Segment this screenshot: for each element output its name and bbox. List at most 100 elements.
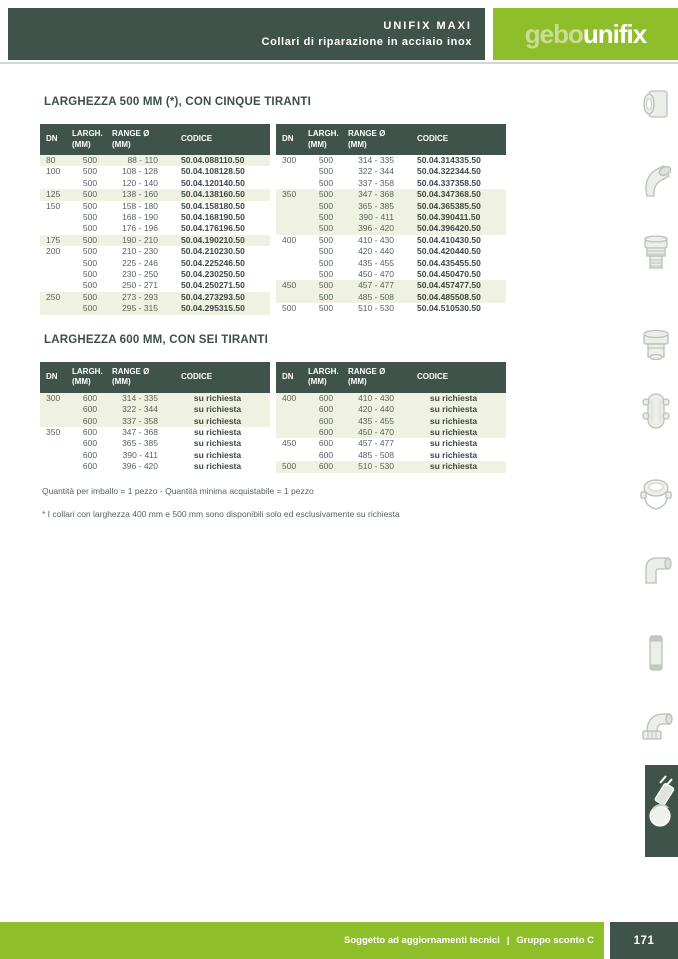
cell-dn [276, 178, 306, 189]
cell-largh: 600 [82, 438, 98, 449]
table-row: 400 600 410 - 430 su richiesta [276, 392, 506, 405]
cell-range: 168 - 190 [122, 212, 158, 223]
cell-dn [276, 404, 306, 415]
cell-dn: 150 [46, 200, 61, 211]
logo-unifix-text: unifix [582, 19, 647, 49]
cell-codice: 50.04.158180.50 [181, 200, 245, 211]
cell-codice: 50.04.450470.50 [417, 269, 481, 280]
cell-largh: 500 [82, 303, 98, 314]
cell-largh: 500 [318, 269, 334, 280]
cell-range: 420 - 440 [358, 404, 394, 415]
column-header: RANGE Ø (MM) [346, 124, 401, 155]
cell-dn [276, 292, 306, 303]
cell-largh: 600 [318, 404, 334, 415]
table-row: 125 500 138 - 160 50.04.138160.50 [40, 189, 270, 201]
section-title: LARGHEZZA 600 MM, CON SEI TIRANTI [44, 333, 269, 346]
elbow-union-icon [639, 705, 675, 747]
cell-largh: 600 [318, 461, 334, 472]
table-row: 500 337 - 358 50.04.337358.50 [276, 178, 506, 189]
table-row: 500 176 - 196 50.04.176196.50 [40, 223, 270, 234]
cell-codice: 50.04.250271.50 [181, 280, 245, 291]
cell-codice: su richiesta [429, 426, 478, 437]
cell-range: 314 - 335 [122, 392, 158, 403]
cell-range: 435 - 455 [358, 257, 394, 268]
cell-range: 88 - 110 [127, 155, 158, 165]
cell-codice: su richiesta [193, 415, 242, 426]
cell-dn: 450 [282, 280, 297, 291]
cell-dn [276, 212, 306, 223]
column-header: DN [40, 124, 70, 155]
product-table: DN LARGH. (MM) RANGE Ø (MM) CODICE 300 500 314… [276, 124, 506, 315]
column-header: RANGE Ø (MM) [346, 361, 401, 393]
cell-codice: 50.04.322344.50 [417, 166, 481, 177]
cell-dn: 125 [46, 189, 61, 200]
column-header: CODICE [401, 361, 506, 393]
table-row: 500 450 - 470 50.04.450470.50 [276, 269, 506, 280]
table-row: 600 337 - 358 su richiesta [40, 415, 270, 427]
cell-dn [40, 223, 70, 234]
cell-codice: su richiesta [429, 415, 478, 426]
cell-codice: 50.04.108128.50 [181, 166, 245, 177]
footer-discount-group: Gruppo sconto C [516, 935, 594, 946]
cell-range: 457 - 477 [358, 280, 394, 291]
table-row: 500 168 - 190 50.04.168190.50 [40, 212, 270, 223]
table-row: 600 485 - 508 su richiesta [276, 450, 506, 461]
cell-dn [40, 280, 70, 291]
table-row: 200 500 210 - 230 50.04.210230.50 [40, 246, 270, 257]
cell-codice: 50.04.230250.50 [181, 269, 245, 280]
product-section: LARGHEZZA 500 MM (*), CON CINQUE TIRANTI… [40, 96, 506, 315]
cell-range: 450 - 470 [358, 426, 394, 437]
cell-codice: 50.04.365385.50 [417, 200, 481, 211]
table-row: 450 500 457 - 477 50.04.457477.50 [276, 280, 506, 292]
table-row: 500 435 - 455 50.04.435455.50 [276, 258, 506, 269]
table-row: 250 500 273 - 293 50.04.273293.50 [40, 291, 270, 304]
cell-largh: 500 [82, 155, 98, 165]
cell-dn [276, 269, 306, 280]
cell-dn [276, 166, 306, 177]
header-product-line: UNIFIX MAXI [383, 20, 472, 32]
cell-largh: 500 [82, 257, 98, 268]
elbow-45-icon [639, 162, 675, 204]
cell-range: 485 - 508 [358, 449, 394, 460]
table-row: 300 600 314 - 335 su richiesta [40, 392, 270, 405]
table-row: 175 500 190 - 210 50.04.190210.50 [40, 234, 270, 247]
cell-largh: 500 [82, 189, 98, 200]
cell-dn: 250 [46, 291, 61, 302]
cell-largh: 500 [82, 223, 98, 234]
table-row: 80 500 88 - 110 50.04.088110.50 [40, 155, 270, 167]
table-row: 500 396 - 420 50.04.396420.50 [276, 223, 506, 235]
cell-range: 396 - 420 [358, 223, 394, 234]
cell-codice: 50.04.120140.50 [181, 177, 245, 188]
column-header: DN [276, 361, 306, 393]
cell-dn: 100 [46, 166, 61, 177]
cell-dn: 350 [46, 426, 61, 437]
cell-range: 190 - 210 [122, 234, 158, 245]
cell-codice: su richiesta [429, 461, 478, 472]
table-row: 350 600 347 - 368 su richiesta [40, 427, 270, 438]
cell-range: 396 - 420 [122, 461, 158, 472]
repair-collar-icon [647, 774, 677, 849]
table-row: 600 365 - 385 su richiesta [40, 438, 270, 449]
cell-largh: 500 [318, 212, 334, 223]
cell-largh: 500 [82, 280, 98, 291]
cell-largh: 500 [82, 291, 98, 302]
column-header: DN [40, 361, 70, 393]
cell-codice: su richiesta [193, 392, 242, 403]
cell-largh: 600 [82, 392, 98, 403]
table-row: 450 600 457 - 477 su richiesta [276, 438, 506, 449]
cell-largh: 500 [318, 280, 334, 291]
cell-largh: 600 [318, 415, 334, 426]
threaded-union-icon [639, 233, 675, 275]
cell-range: 485 - 508 [358, 291, 394, 302]
clamp-coupling-icon [639, 476, 675, 518]
cell-codice: su richiesta [193, 426, 242, 437]
brand-logo-block: gebounifix [493, 8, 678, 60]
cell-largh: 500 [82, 246, 98, 257]
table-row: 500 485 - 508 50.04.485508.50 [276, 291, 506, 304]
cell-dn: 300 [46, 392, 61, 403]
cell-largh: 500 [82, 177, 98, 188]
cap-fitting-icon [639, 326, 675, 368]
cell-codice: 50.04.314335.50 [417, 155, 481, 165]
cell-dn [276, 416, 306, 427]
cell-dn [40, 303, 70, 314]
